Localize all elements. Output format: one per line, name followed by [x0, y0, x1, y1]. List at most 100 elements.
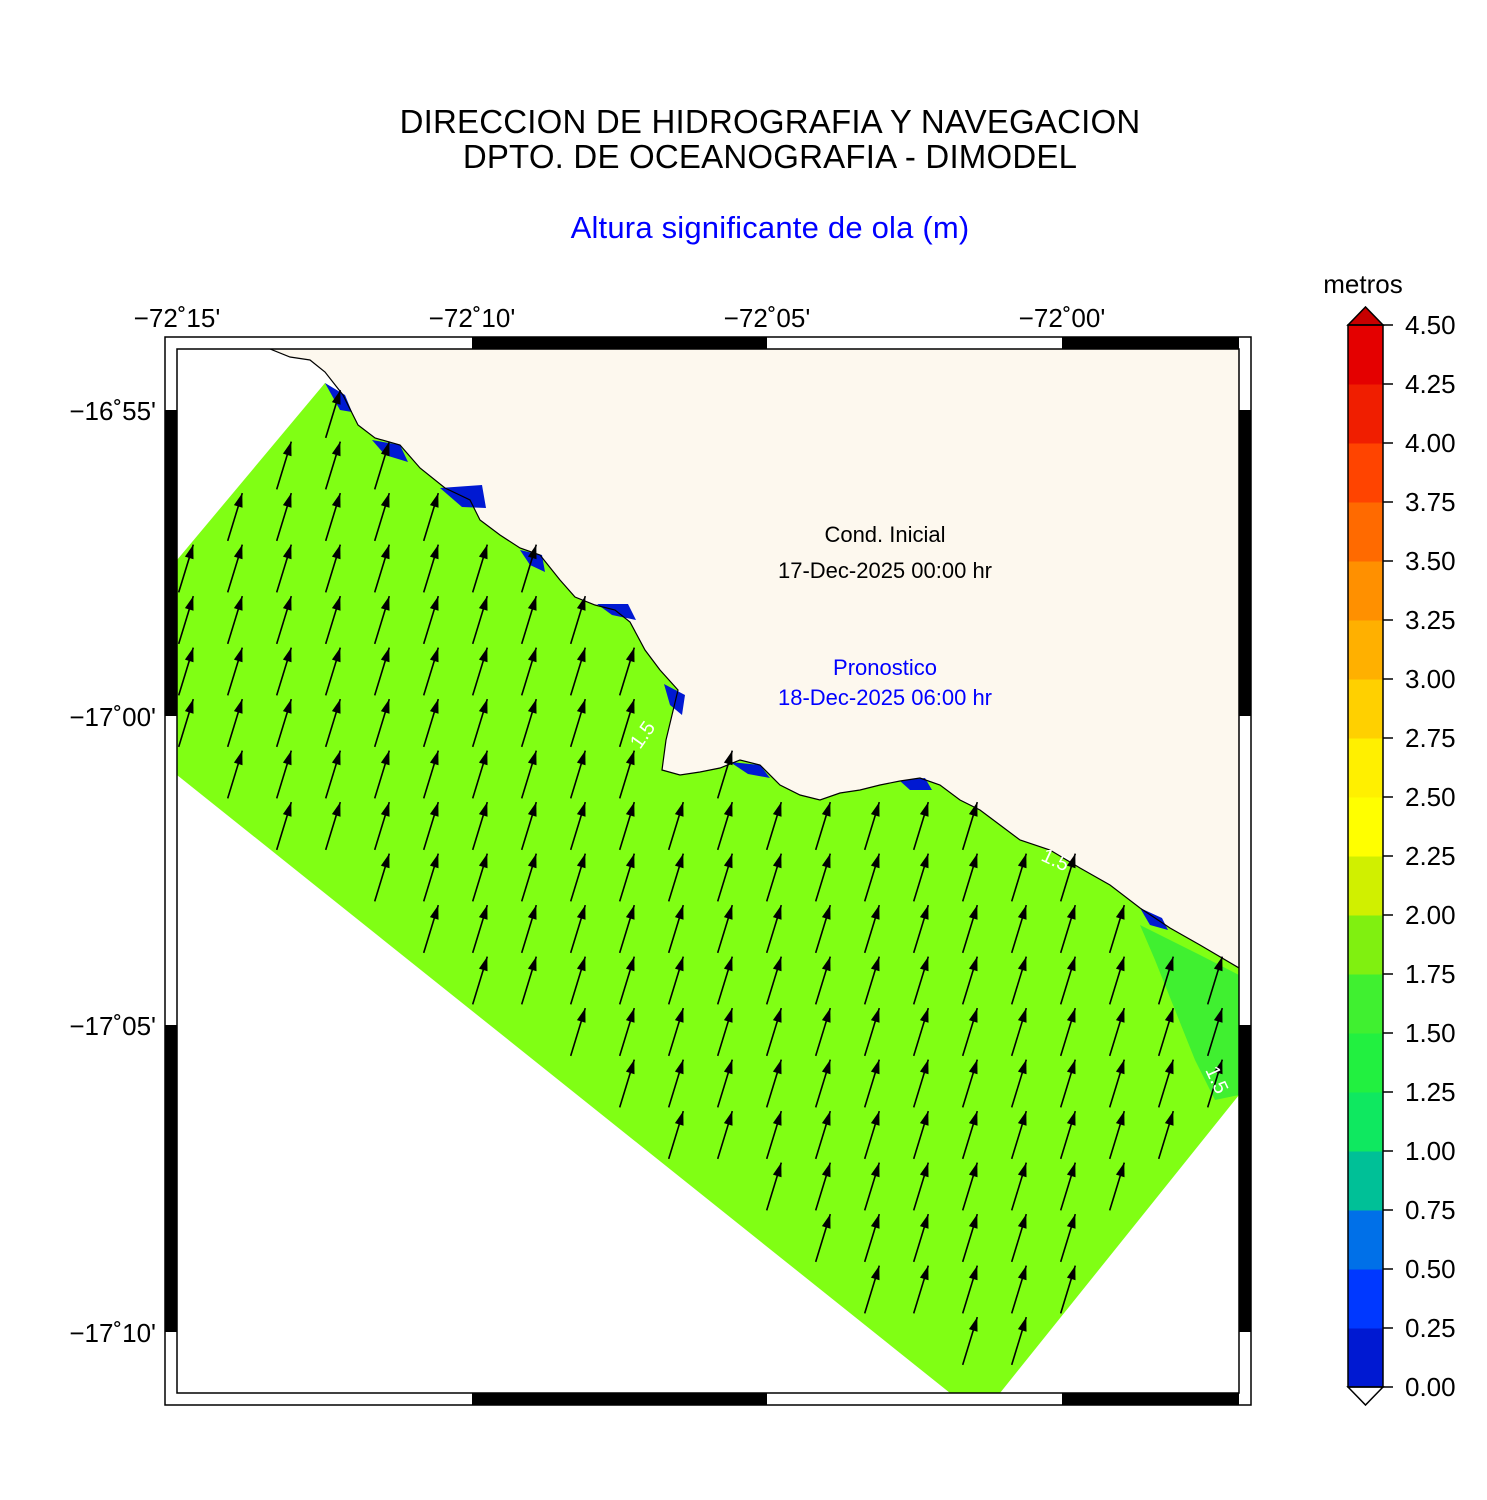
wave-arrow — [667, 1059, 685, 1108]
colorbar-tick-label: 4.50 — [1405, 310, 1456, 340]
wave-arrow — [471, 853, 489, 902]
wave-arrow — [765, 1162, 783, 1211]
wave-arrow — [814, 801, 832, 851]
wave-arrow — [177, 595, 195, 645]
wave-arrow — [863, 1007, 881, 1057]
colorbar-max-triangle — [1346, 305, 1385, 326]
lat-label: −17˚00' — [69, 702, 156, 732]
colorbar-tick-label: 1.25 — [1405, 1077, 1456, 1107]
wave-arrow — [373, 801, 391, 851]
wave-arrow — [667, 853, 685, 902]
lat-label: −16˚55' — [69, 396, 156, 426]
wave-arrow — [1010, 1316, 1028, 1366]
wave-arrow — [1010, 1213, 1028, 1263]
wave-arrow — [716, 1007, 734, 1057]
wave-arrow — [177, 698, 195, 748]
colorbar-tick-label: 3.75 — [1405, 487, 1456, 517]
colorbar-segment — [1348, 502, 1383, 562]
initial-condition-time: 17-Dec-2025 00:00 hr — [778, 558, 992, 583]
wave-arrow — [324, 389, 342, 439]
wave-arrow — [1010, 853, 1028, 902]
wave-arrow — [1059, 1110, 1077, 1160]
wave-arrow — [1157, 1059, 1175, 1108]
wave-arrow — [765, 904, 783, 954]
colorbar-segments — [1348, 325, 1383, 1388]
colorbar-tick-label: 1.75 — [1405, 959, 1456, 989]
map-subtitle: Altura significante de ola (m) — [570, 210, 970, 245]
map-frame — [164, 336, 1252, 1406]
wave-arrow — [912, 1059, 930, 1108]
wave-arrow — [1157, 1007, 1175, 1057]
colorbar-segment — [1348, 1328, 1383, 1388]
wave-arrow — [1108, 904, 1126, 954]
wave-arrow — [275, 544, 293, 593]
wave-arrow — [961, 801, 979, 851]
wave-arrow — [1059, 1059, 1077, 1108]
wave-arrow — [520, 698, 538, 748]
latitude-labels: −16˚55' −17˚00' −17˚05' −17˚10' — [69, 396, 156, 1348]
wave-arrow — [1010, 1162, 1028, 1211]
wave-arrow — [961, 1059, 979, 1108]
colorbar-segment — [1348, 1269, 1383, 1329]
wave-arrow — [275, 647, 293, 696]
forecast-time: 18-Dec-2025 06:00 hr — [778, 685, 992, 710]
wave-arrow — [569, 904, 587, 954]
wave-arrow — [226, 750, 244, 799]
lon-label: −72˚05' — [724, 303, 811, 333]
wave-arrow — [569, 853, 587, 902]
wave-arrow — [422, 647, 440, 696]
colorbar-ticks: 0.00 0.25 0.50 0.75 1.00 1.25 1.50 1.75 2.00 2.25… — [1383, 310, 1456, 1402]
wave-arrow — [324, 801, 342, 851]
wave-direction-arrows — [177, 389, 1224, 1366]
wave-arrow — [1010, 904, 1028, 954]
lon-label: −72˚00' — [1019, 303, 1106, 333]
wave-arrow — [373, 595, 391, 645]
wave-arrow — [1059, 904, 1077, 954]
wave-arrow — [863, 1213, 881, 1263]
colorbar-tick-label: 4.25 — [1405, 369, 1456, 399]
wave-arrow — [765, 1110, 783, 1160]
wave-arrow — [324, 698, 342, 748]
wave-arrow — [520, 647, 538, 696]
colorbar-min-triangle — [1346, 1386, 1385, 1407]
wave-arrow — [422, 492, 440, 542]
colorbar-segment — [1348, 1092, 1383, 1152]
wave-arrow — [863, 904, 881, 954]
wave-arrow — [765, 801, 783, 851]
wave-arrow — [226, 595, 244, 645]
wave-arrow — [569, 750, 587, 799]
wave-arrow — [373, 492, 391, 542]
wave-arrow — [520, 595, 538, 645]
colorbar-tick-label: 2.25 — [1405, 841, 1456, 871]
colorbar-segment — [1348, 856, 1383, 916]
wave-arrow — [471, 956, 489, 1005]
wave-arrow — [471, 698, 489, 748]
wave-arrow — [912, 1213, 930, 1263]
wave-arrow — [1059, 1265, 1077, 1314]
wave-arrow — [814, 1213, 832, 1263]
wave-arrow — [618, 956, 636, 1005]
colorbar-segment — [1348, 797, 1383, 857]
wave-arrow — [569, 956, 587, 1005]
coastline — [269, 349, 1239, 969]
wave-arrow — [765, 853, 783, 902]
wave-arrow — [520, 904, 538, 954]
wave-arrow — [471, 647, 489, 696]
colorbar-segment — [1348, 1033, 1383, 1093]
wave-arrow — [618, 750, 636, 799]
wave-arrow — [1010, 1265, 1028, 1314]
wave-arrow — [667, 956, 685, 1005]
wave-arrow — [569, 595, 587, 645]
wave-arrow — [912, 1162, 930, 1211]
wave-arrow — [324, 544, 342, 593]
wave-arrow — [1010, 956, 1028, 1005]
wave-arrow — [863, 1162, 881, 1211]
wave-arrow — [716, 853, 734, 902]
wave-arrow — [912, 956, 930, 1005]
wave-arrow — [520, 544, 538, 593]
wave-arrow — [1059, 1162, 1077, 1211]
wave-arrow — [1059, 1007, 1077, 1057]
wave-arrow — [1157, 956, 1175, 1005]
wave-arrow — [520, 750, 538, 799]
wave-arrow — [520, 956, 538, 1005]
